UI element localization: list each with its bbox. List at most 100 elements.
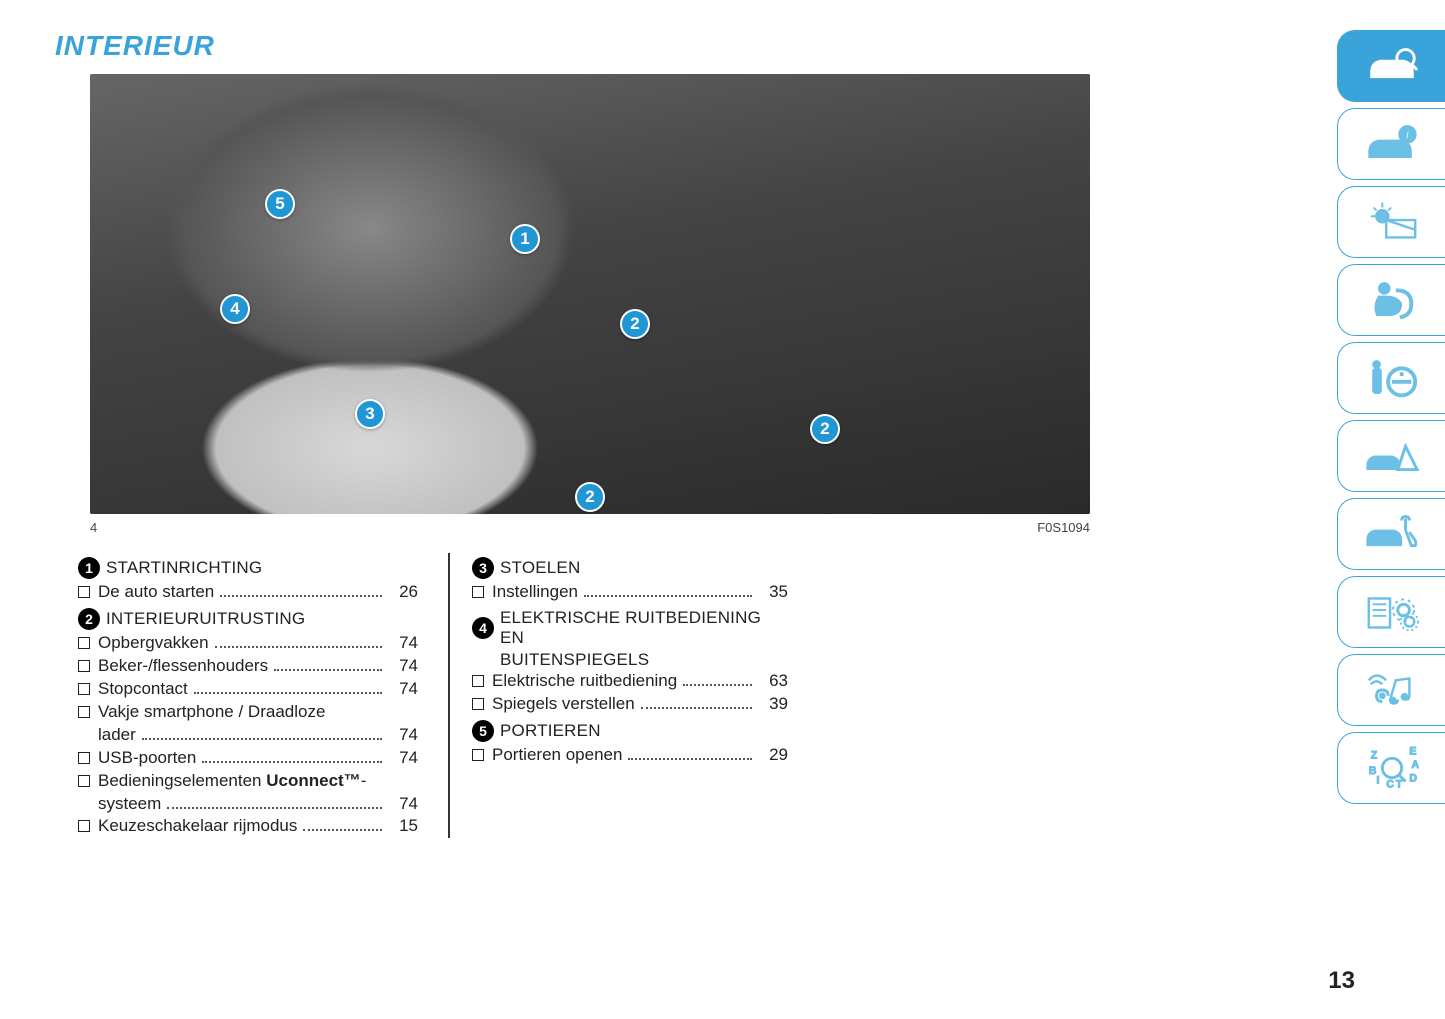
toc-label: Stopcontact <box>98 678 188 701</box>
bullet-icon <box>78 683 90 695</box>
toc-label: Elektrische ruitbediening <box>492 670 677 693</box>
section-title: ELEKTRISCHE RUITBEDIENING EN <box>500 608 788 648</box>
tab-media[interactable] <box>1337 654 1445 726</box>
tab-info[interactable]: i <box>1337 108 1445 180</box>
toc-item[interactable]: Bedieningselementen Uconnect™- <box>78 770 418 793</box>
toc-item[interactable]: Keuzeschakelaar rijmodus15 <box>78 815 418 838</box>
toc-page: 29 <box>758 744 788 767</box>
toc-item[interactable]: Vakje smartphone / Draadloze <box>78 701 418 724</box>
toc-label: systeem <box>98 793 161 816</box>
toc-label: Bedieningselementen Uconnect™- <box>98 770 366 793</box>
toc-label: Vakje smartphone / Draadloze <box>98 701 325 724</box>
section-title: INTERIEURUITRUSTING <box>106 609 305 629</box>
svg-text:I: I <box>1376 774 1379 786</box>
toc-label: Portieren openen <box>492 744 622 767</box>
toc-page: 74 <box>388 678 418 701</box>
leader-dots <box>202 747 382 762</box>
callout-4: 4 <box>220 294 250 324</box>
toc-label: USB-poorten <box>98 747 196 770</box>
section-number: 5 <box>472 720 494 742</box>
bullet-icon <box>78 706 90 718</box>
section-number: 4 <box>472 617 494 639</box>
column-1: 1 STARTINRICHTING De auto starten 26 2 INTERI… <box>78 553 448 838</box>
toc-item[interactable]: Spiegels verstellen39 <box>472 693 788 716</box>
figure-code: F0S1094 <box>1037 520 1090 535</box>
toc-page: 74 <box>388 724 418 747</box>
toc-item-cont[interactable]: lader74 <box>98 724 418 747</box>
toc-label: De auto starten <box>98 581 214 604</box>
callout-2: 2 <box>810 414 840 444</box>
figure-number: 4 <box>90 520 97 535</box>
callout-2: 2 <box>575 482 605 512</box>
toc-item[interactable]: USB-poorten74 <box>78 747 418 770</box>
section-title: PORTIEREN <box>500 721 601 741</box>
toc-item[interactable]: Beker-/flessenhouders 74 <box>78 655 418 678</box>
section-number: 1 <box>78 557 100 579</box>
leader-dots <box>584 582 752 597</box>
bullet-icon <box>78 586 90 598</box>
figure-caption-row: 4 F0S1094 <box>90 520 1090 535</box>
callout-1: 1 <box>510 224 540 254</box>
svg-text:C: C <box>1386 778 1394 790</box>
toc-label: Spiegels verstellen <box>492 693 635 716</box>
toc-item[interactable]: De auto starten 26 <box>78 581 418 604</box>
toc-item[interactable]: Stopcontact 74 <box>78 678 418 701</box>
bullet-icon <box>472 698 484 710</box>
leader-dots <box>194 679 382 694</box>
bullet-icon <box>78 660 90 672</box>
toc-page: 74 <box>388 655 418 678</box>
interior-photo: 5142322 <box>90 74 1090 514</box>
toc-item-cont[interactable]: systeem74 <box>98 793 418 816</box>
leader-dots <box>220 582 382 597</box>
section-title: STARTINRICHTING <box>106 558 262 578</box>
section-head: 4 ELEKTRISCHE RUITBEDIENING EN <box>472 608 788 648</box>
svg-text:D: D <box>1409 773 1417 785</box>
bullet-icon <box>78 820 90 832</box>
toc-page: 26 <box>388 581 418 604</box>
section-number: 2 <box>78 608 100 630</box>
section-head: 5 PORTIEREN <box>472 720 788 742</box>
svg-text:E: E <box>1409 745 1416 757</box>
svg-text:A: A <box>1411 759 1419 771</box>
column-2: 3 STOELEN Instellingen35 4 ELEKTRISCHE RUITB… <box>448 553 818 838</box>
toc-page: 63 <box>758 670 788 693</box>
toc-label: Opbergvakken <box>98 632 209 655</box>
leader-dots <box>167 793 382 808</box>
toc-item[interactable]: Elektrische ruitbediening 63 <box>472 670 788 693</box>
toc-label: Instellingen <box>492 581 578 604</box>
toc-item[interactable]: Instellingen35 <box>472 581 788 604</box>
section-title-line2: BUITENSPIEGELS <box>500 650 788 670</box>
tab-settings[interactable] <box>1337 576 1445 648</box>
leader-dots <box>274 656 382 671</box>
svg-text:T: T <box>1395 778 1402 790</box>
toc-item[interactable]: Opbergvakken74 <box>78 632 418 655</box>
toc-label: Beker-/flessenhouders <box>98 655 268 678</box>
toc-label: Keuzeschakelaar rijmodus <box>98 815 297 838</box>
tab-alerts[interactable] <box>1337 186 1445 258</box>
leader-dots <box>142 724 382 739</box>
svg-text:Z: Z <box>1370 749 1377 761</box>
content-columns: 1 STARTINRICHTING De auto starten 26 2 INTERI… <box>78 553 1395 838</box>
tab-safety[interactable] <box>1337 264 1445 336</box>
tab-search[interactable] <box>1337 30 1445 102</box>
toc-item[interactable]: Portieren openen 29 <box>472 744 788 767</box>
tab-warning[interactable] <box>1337 420 1445 492</box>
section-title: STOELEN <box>500 558 580 578</box>
svg-text:i: i <box>1405 127 1409 142</box>
section-number: 3 <box>472 557 494 579</box>
leader-dots <box>628 745 752 760</box>
bullet-icon <box>78 775 90 787</box>
bullet-icon <box>78 752 90 764</box>
section-head: 3 STOELEN <box>472 557 788 579</box>
bullet-icon <box>472 675 484 687</box>
tab-service[interactable] <box>1337 498 1445 570</box>
callout-5: 5 <box>265 189 295 219</box>
bullet-icon <box>472 749 484 761</box>
bullet-icon <box>78 637 90 649</box>
leader-dots <box>683 671 752 686</box>
leader-dots <box>303 816 382 831</box>
callout-2: 2 <box>620 309 650 339</box>
leader-dots <box>215 633 382 648</box>
tab-keys[interactable] <box>1337 342 1445 414</box>
tab-glossary[interactable]: ZBICTDAE <box>1337 732 1445 804</box>
